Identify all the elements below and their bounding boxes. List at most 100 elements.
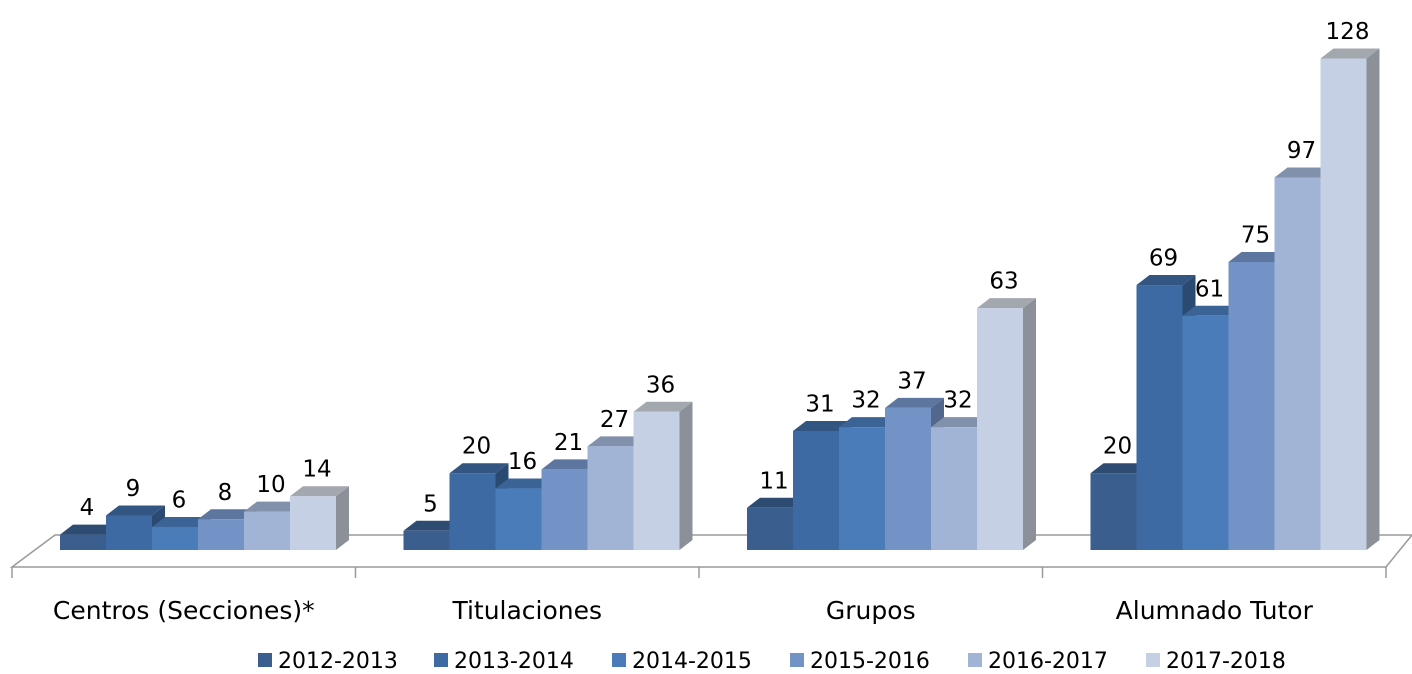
data-label: 27 — [600, 407, 629, 433]
bar-front — [541, 469, 588, 550]
legend-swatch — [790, 653, 804, 667]
bar-front — [839, 427, 885, 550]
bar-front — [633, 411, 680, 550]
data-label: 11 — [759, 468, 788, 494]
data-label: 36 — [646, 372, 675, 398]
bar-front — [152, 526, 198, 550]
data-label: 6 — [172, 487, 187, 513]
bar-side — [1023, 298, 1036, 550]
bar-top — [495, 478, 555, 489]
bar-top — [793, 420, 852, 431]
bar-front — [495, 488, 542, 550]
bar — [633, 401, 693, 550]
x-tick-label: Alumnado Tutor — [1116, 596, 1314, 625]
bar-side — [1366, 48, 1380, 550]
bar-front — [587, 446, 634, 550]
floor — [9, 534, 1412, 568]
bar — [290, 486, 349, 550]
bar-top — [244, 501, 303, 512]
data-label: 20 — [462, 434, 491, 460]
data-label: 97 — [1287, 138, 1316, 164]
bar-top — [403, 520, 463, 531]
bar-front — [1274, 177, 1321, 550]
bar-front — [244, 511, 290, 550]
bar-top — [747, 497, 806, 508]
bar-front — [1136, 285, 1183, 550]
bar-front — [885, 407, 931, 550]
data-label: 31 — [805, 391, 834, 417]
data-label: 5 — [423, 491, 438, 517]
data-label: 9 — [126, 476, 141, 502]
bar-side — [679, 401, 693, 550]
bar-top — [885, 397, 944, 408]
legend-swatch — [1146, 653, 1160, 667]
bar-side — [336, 486, 349, 550]
bar-top — [1136, 275, 1196, 286]
legend-label: 2012-2013 — [278, 649, 398, 674]
data-label: 32 — [851, 388, 880, 414]
legend-label: 2014-2015 — [632, 649, 752, 674]
bar-top — [1182, 305, 1242, 316]
legend-label: 2013-2014 — [454, 649, 574, 674]
bar-front — [1090, 473, 1137, 550]
bar-top — [449, 463, 509, 474]
legend-swatch — [258, 653, 272, 667]
x-tick-label: Grupos — [826, 596, 916, 625]
data-label: 16 — [508, 449, 537, 475]
x-tick-label: Centros (Secciones)* — [53, 596, 315, 625]
bar-front — [449, 473, 496, 550]
bar-top — [1228, 252, 1288, 262]
bar-front — [1320, 58, 1367, 550]
bar-top — [541, 459, 601, 470]
legend-label: 2017-2018 — [1166, 649, 1286, 674]
bar-front — [1182, 315, 1229, 550]
data-label: 69 — [1149, 246, 1178, 272]
bar-front — [1228, 262, 1275, 550]
legend-label: 2016-2017 — [988, 649, 1108, 674]
bar-front — [198, 519, 244, 550]
bar-front — [747, 507, 793, 550]
bar-top — [106, 505, 165, 516]
data-label: 32 — [943, 388, 972, 414]
bar-top — [633, 401, 693, 412]
bar — [60, 524, 119, 550]
bar-top — [290, 486, 349, 497]
bar-top — [1090, 463, 1150, 474]
bar-top — [587, 436, 647, 447]
x-tick-label: Titulaciones — [451, 596, 602, 625]
bar-front — [290, 496, 336, 550]
bar-front — [403, 530, 450, 550]
data-label: 4 — [80, 495, 95, 521]
bar-front — [793, 430, 839, 550]
bar — [793, 420, 852, 550]
data-label: 75 — [1241, 223, 1270, 249]
bar-top — [60, 524, 119, 535]
data-label: 20 — [1103, 434, 1132, 460]
data-label: 10 — [256, 472, 285, 498]
data-label: 21 — [554, 430, 583, 456]
bar-front — [60, 534, 106, 550]
legend-swatch — [434, 653, 448, 667]
bar — [449, 463, 509, 550]
bar-top — [152, 516, 211, 527]
bar-front — [106, 515, 152, 550]
bar — [977, 298, 1036, 550]
data-label: 63 — [989, 269, 1018, 295]
legend-swatch — [612, 653, 626, 667]
legend-swatch — [968, 653, 982, 667]
bar-top — [198, 509, 257, 520]
data-label: 61 — [1195, 276, 1224, 302]
bar-top — [839, 417, 898, 428]
bar-front — [977, 308, 1023, 550]
bar-top — [1274, 167, 1334, 178]
data-label: 128 — [1326, 19, 1370, 45]
data-label: 37 — [897, 368, 926, 394]
bar-top — [931, 417, 990, 428]
bar-front — [931, 427, 977, 550]
bar-top — [977, 298, 1036, 309]
bar-top — [1320, 48, 1380, 59]
data-label: 14 — [302, 457, 331, 483]
data-label: 8 — [218, 480, 233, 506]
legend-label: 2015-2016 — [810, 649, 930, 674]
